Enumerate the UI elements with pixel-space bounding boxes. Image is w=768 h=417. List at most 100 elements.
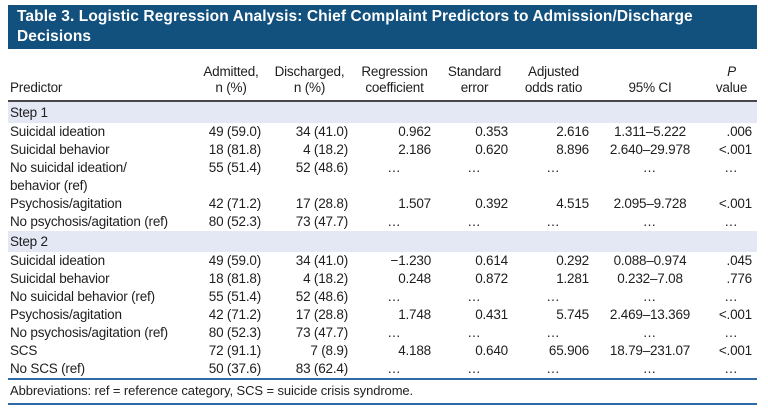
cell-predictor: No psychosis/agitation (ref) [10,214,168,229]
table-row: No psychosis/agitation (ref) 80 (52.3) 73 … [8,324,757,342]
cell-discharged: 4 (18.2) [303,271,348,286]
cell-standard-error: … [467,160,482,175]
cell-predictor: Suicidal behavior [10,142,110,157]
table-bottom-rule [8,403,757,405]
table-row: SCS 72 (91.1) 7 (8.9) 4.188 0.640 65.906 18.79… [8,342,757,360]
cell-standard-error: 0.392 [475,196,508,211]
cell-predictor: Psychosis/agitation [10,196,122,211]
col-header-p-value: P value [706,49,757,102]
cell-discharged: 17 (28.8) [295,307,348,322]
col-header-discharged: Discharged, n (%) [266,49,353,102]
col-header-ci: 95% CI [594,49,706,102]
cell-adjusted-odds-ratio: … [546,160,561,175]
cell-admitted: 18 (81.8) [208,142,261,157]
cell-ci: … [642,325,658,340]
cell-regression-coefficient: 0.962 [398,124,431,139]
col-header-adjusted-odds-ratio: Adjusted odds ratio [513,49,594,102]
table-body: Step 1 Suicidal ideation 49 (59.0) 34 (41.0… [8,101,757,378]
cell-standard-error: 0.872 [475,271,508,286]
cell-standard-error: 0.431 [475,307,508,322]
cell-discharged: 17 (28.8) [295,196,348,211]
cell-admitted: 80 (52.3) [208,325,261,340]
cell-regression-coefficient: 1.748 [398,307,431,322]
section-label: Step 2 [8,231,757,252]
cell-regression-coefficient: … [387,289,402,304]
cell-discharged: 34 (41.0) [295,253,348,268]
cell-admitted: 49 (59.0) [208,253,261,268]
section-label: Step 1 [8,101,757,123]
table-row: Suicidal behavior 18 (81.8) 4 (18.2) 0.248 0… [8,270,757,288]
cell-ci: … [642,361,658,376]
section-header-row: Step 2 [8,231,757,252]
cell-standard-error: 0.640 [475,343,508,358]
col-header-standard-error: Standard error [436,49,513,102]
section-header-row: Step 1 [8,101,757,123]
cell-adjusted-odds-ratio: … [546,325,561,340]
cell-adjusted-odds-ratio: … [546,361,561,376]
cell-adjusted-odds-ratio: 8.896 [556,142,589,157]
cell-ci: 1.311–5.222 [614,124,686,139]
cell-standard-error: … [467,214,482,229]
cell-adjusted-odds-ratio: 65.906 [548,343,589,358]
table-row: Psychosis/agitation 42 (71.2) 17 (28.8) 1.7… [8,306,757,324]
cell-adjusted-odds-ratio: … [546,289,561,304]
cell-predictor: SCS [10,343,38,358]
col-header-predictor: Predictor [8,49,196,102]
cell-discharged: 52 (48.6) [295,289,348,304]
cell-standard-error: … [467,289,482,304]
cell-p-value: … [724,160,739,175]
cell-ci: 18.79–231.07 [609,343,691,358]
cell-predictor: No SCS (ref) [10,361,85,376]
cell-regression-coefficient: −1.230 [390,253,432,268]
table-row: Psychosis/agitation 42 (71.2) 17 (28.8) 1.5… [8,195,757,213]
cell-predictor: No suicidal ideation/ behavior (ref) [10,160,127,193]
cell-regression-coefficient: 4.188 [398,343,431,358]
cell-p-value: … [724,214,739,229]
cell-admitted: 55 (51.4) [208,289,261,304]
cell-p-value: .006 [726,124,753,139]
cell-admitted: 42 (71.2) [208,196,261,211]
table-row: Suicidal ideation 49 (59.0) 34 (41.0) −1.23… [8,252,757,270]
cell-regression-coefficient: … [387,160,402,175]
cell-discharged: 52 (48.6) [295,160,348,175]
cell-adjusted-odds-ratio: 2.616 [556,124,589,139]
header-row: Predictor Admitted, n (%) Discharged, n … [8,49,757,102]
cell-predictor: No psychosis/agitation (ref) [10,325,168,340]
cell-admitted: 18 (81.8) [208,271,261,286]
cell-adjusted-odds-ratio: 5.745 [556,307,589,322]
cell-predictor: Psychosis/agitation [10,307,122,322]
cell-p-value: … [724,361,739,376]
cell-standard-error: … [467,325,482,340]
table-row: No suicidal behavior (ref) 55 (51.4) 52 (4… [8,288,757,306]
cell-p-value: .776 [726,271,753,286]
cell-regression-coefficient: … [387,361,402,376]
cell-adjusted-odds-ratio: … [546,214,561,229]
table-row: Suicidal ideation 49 (59.0) 34 (41.0) 0.962… [8,123,757,141]
cell-admitted: 80 (52.3) [208,214,261,229]
regression-table: Predictor Admitted, n (%) Discharged, n … [8,49,757,378]
table-row: No suicidal ideation/ behavior (ref) 55 (… [8,159,757,195]
cell-regression-coefficient: 1.507 [398,196,431,211]
cell-p-value: … [724,325,739,340]
table-title: Table 3. Logistic Regression Analysis: C… [8,5,757,49]
cell-predictor: No suicidal behavior (ref) [10,289,155,304]
cell-standard-error: 0.353 [475,124,508,139]
cell-ci: 0.088–0.974 [613,253,687,268]
cell-predictor: Suicidal ideation [10,124,105,139]
cell-predictor: Suicidal behavior [10,271,110,286]
cell-regression-coefficient: … [387,325,402,340]
cell-regression-coefficient: 0.248 [398,271,431,286]
cell-standard-error: 0.620 [475,142,508,157]
table-row: No SCS (ref) 50 (37.6) 83 (62.4)…………… [8,360,757,378]
cell-discharged: 4 (18.2) [303,142,348,157]
cell-p-value: … [724,289,739,304]
cell-adjusted-odds-ratio: 1.281 [556,271,589,286]
cell-ci: … [642,160,658,175]
cell-admitted: 50 (37.6) [208,361,261,376]
cell-ci: … [642,214,658,229]
cell-ci: 2.469–13.369 [609,307,691,322]
cell-discharged: 7 (8.9) [310,343,348,358]
cell-admitted: 42 (71.2) [208,307,261,322]
cell-predictor: Suicidal ideation [10,253,105,268]
table-row: No psychosis/agitation (ref) 80 (52.3) 73 … [8,213,757,231]
